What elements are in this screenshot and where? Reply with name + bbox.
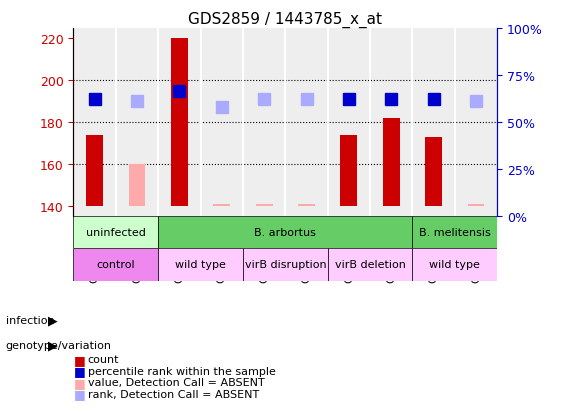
- Bar: [468, 204, 485, 206]
- Bar: [214, 204, 231, 206]
- FancyBboxPatch shape: [73, 249, 158, 281]
- Text: uninfected: uninfected: [86, 228, 146, 237]
- Text: wild type: wild type: [429, 260, 480, 270]
- Bar: [171, 39, 188, 206]
- FancyBboxPatch shape: [73, 216, 158, 249]
- FancyBboxPatch shape: [158, 216, 412, 249]
- Text: ▶: ▶: [48, 313, 58, 327]
- Text: ▶: ▶: [48, 338, 58, 351]
- Text: infection: infection: [6, 315, 54, 325]
- Text: control: control: [97, 260, 135, 270]
- Text: genotype/variation: genotype/variation: [6, 340, 112, 350]
- Text: ■: ■: [73, 364, 85, 377]
- Text: B. arbortus: B. arbortus: [254, 228, 316, 237]
- Bar: [340, 135, 358, 206]
- FancyBboxPatch shape: [328, 249, 412, 281]
- Bar: [425, 137, 442, 206]
- FancyBboxPatch shape: [412, 216, 497, 249]
- Bar: [86, 135, 103, 206]
- Bar: [298, 204, 315, 206]
- Bar: [128, 164, 145, 206]
- Bar: [383, 119, 399, 206]
- Text: ■: ■: [73, 376, 85, 389]
- FancyBboxPatch shape: [243, 249, 328, 281]
- Text: value, Detection Call = ABSENT: value, Detection Call = ABSENT: [88, 377, 264, 387]
- FancyBboxPatch shape: [158, 249, 243, 281]
- Text: B. melitensis: B. melitensis: [419, 228, 490, 237]
- Text: wild type: wild type: [175, 260, 226, 270]
- Text: percentile rank within the sample: percentile rank within the sample: [88, 366, 276, 376]
- Text: rank, Detection Call = ABSENT: rank, Detection Call = ABSENT: [88, 389, 259, 399]
- Text: ■: ■: [73, 353, 85, 366]
- Title: GDS2859 / 1443785_x_at: GDS2859 / 1443785_x_at: [188, 12, 383, 28]
- Bar: [255, 204, 273, 206]
- Text: count: count: [88, 354, 119, 364]
- Text: virB disruption: virB disruption: [245, 260, 326, 270]
- Text: virB deletion: virB deletion: [334, 260, 406, 270]
- Text: ■: ■: [73, 387, 85, 401]
- FancyBboxPatch shape: [412, 249, 497, 281]
